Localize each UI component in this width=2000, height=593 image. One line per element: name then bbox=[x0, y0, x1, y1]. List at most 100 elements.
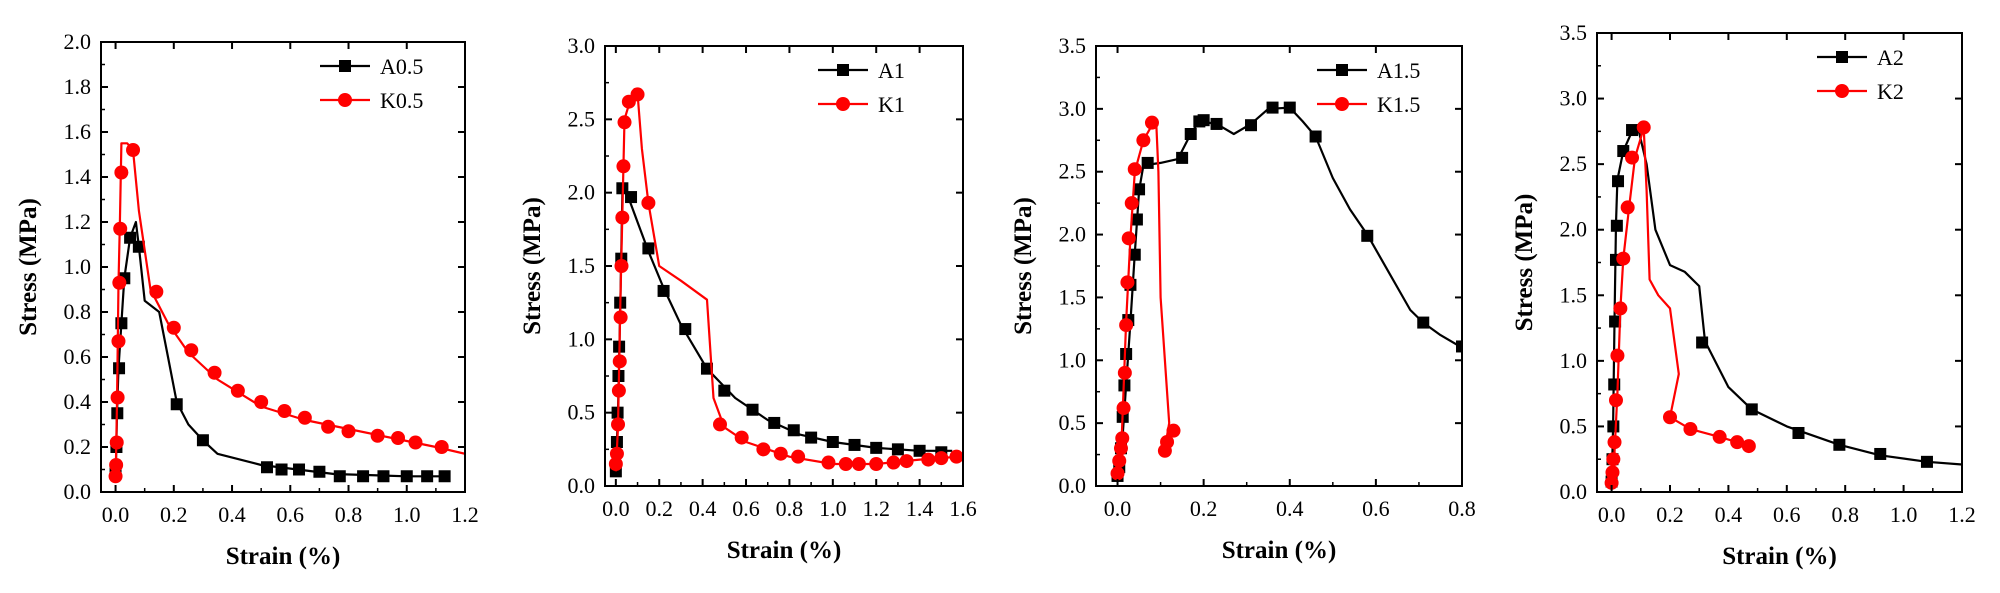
data-point-K1.5 bbox=[1117, 365, 1132, 380]
x-tick-label: 0.8 bbox=[335, 502, 363, 527]
data-point-A0.5 bbox=[196, 434, 209, 447]
y-tick-label: 0.2 bbox=[64, 434, 92, 459]
data-point-K2 bbox=[1625, 150, 1640, 165]
x-tick-label: 0.6 bbox=[1362, 496, 1390, 521]
x-tick-label: 1.2 bbox=[451, 502, 479, 527]
legend-label-K1.5: K1.5 bbox=[1377, 92, 1420, 117]
data-point-K2 bbox=[1730, 435, 1745, 450]
data-point-A2 bbox=[1833, 438, 1846, 451]
data-point-K0.5 bbox=[109, 435, 124, 450]
data-point-A2 bbox=[1610, 219, 1623, 232]
data-point-A2 bbox=[1607, 420, 1620, 433]
chart-panel-2: 0.0 0.2 0.4 0.6 0.8 1.0 1.2 1.4 1.6 0.0 0.5 1.0 1.5 2… bbox=[519, 33, 977, 564]
data-point-A1.5 bbox=[1361, 229, 1374, 242]
x-tick-label: 1.2 bbox=[1948, 502, 1976, 527]
data-point-K2 bbox=[1663, 410, 1677, 425]
data-point-A1.5 bbox=[1176, 151, 1189, 164]
data-point-K2 bbox=[1741, 439, 1756, 454]
data-point-A1 bbox=[848, 438, 861, 451]
x-tick-label: 0.4 bbox=[1276, 496, 1304, 521]
data-point-K1 bbox=[921, 452, 936, 467]
data-point-K1 bbox=[821, 455, 836, 470]
data-point-K1 bbox=[734, 430, 749, 445]
legend-label-A2: A2 bbox=[1877, 45, 1904, 70]
y-axis-title: Stress (MPa) bbox=[1010, 197, 1037, 335]
y-tick-label: 2.0 bbox=[1560, 217, 1588, 242]
data-point-K0.5 bbox=[112, 275, 127, 290]
y-tick-label: 0.0 bbox=[1560, 479, 1588, 504]
series-line-A1.5 bbox=[1116, 106, 1462, 480]
data-point-K0.5 bbox=[254, 395, 269, 409]
y-tick-label: 0.4 bbox=[64, 389, 92, 414]
data-point-A1.5 bbox=[1128, 248, 1141, 261]
data-point-A1 bbox=[913, 444, 926, 457]
data-point-K2 bbox=[1616, 251, 1631, 266]
data-point-K1 bbox=[838, 457, 853, 471]
x-tick-label: 0.6 bbox=[277, 502, 305, 527]
y-tick-label: 1.5 bbox=[1560, 282, 1588, 307]
series-line-A2 bbox=[1610, 126, 1962, 486]
data-point-K2 bbox=[1605, 465, 1620, 480]
data-point-A1.5 bbox=[1309, 130, 1322, 143]
data-point-K0.5 bbox=[109, 458, 124, 472]
y-tick-label: 3.5 bbox=[1560, 20, 1588, 45]
data-point-K1 bbox=[756, 442, 771, 457]
y-tick-label: 2.5 bbox=[568, 106, 596, 131]
data-point-K1.5 bbox=[1119, 318, 1134, 333]
y-tick-label: 1.0 bbox=[1560, 348, 1588, 373]
data-point-K1 bbox=[934, 451, 949, 466]
y-tick-label: 0.5 bbox=[1059, 410, 1087, 435]
data-point-K1.5 bbox=[1115, 431, 1130, 446]
y-tick-label: 3.0 bbox=[1059, 96, 1087, 121]
data-point-K1.5 bbox=[1124, 196, 1139, 211]
data-point-A0.5 bbox=[313, 465, 326, 478]
x-axis-title: Strain (%) bbox=[226, 543, 341, 570]
data-point-K1 bbox=[851, 457, 866, 471]
x-tick-label: 1.6 bbox=[949, 496, 977, 521]
data-point-K0.5 bbox=[391, 431, 406, 445]
legend-marker-A0.5 bbox=[339, 60, 351, 72]
data-point-A2 bbox=[1612, 175, 1625, 188]
x-tick-label: 1.0 bbox=[819, 496, 847, 521]
data-point-K1 bbox=[617, 115, 632, 130]
data-point-K1.5 bbox=[1136, 133, 1151, 148]
legend-marker-K1.5 bbox=[1335, 97, 1349, 111]
y-tick-label: 1.0 bbox=[64, 254, 92, 279]
x-axis-title: Strain (%) bbox=[1222, 537, 1337, 564]
data-point-K0.5 bbox=[297, 410, 312, 425]
data-point-A1.5 bbox=[1133, 183, 1146, 196]
x-tick-label: 0.6 bbox=[1773, 502, 1801, 527]
data-point-K1 bbox=[791, 449, 806, 464]
x-tick-label: 1.2 bbox=[862, 496, 890, 521]
y-tick-label: 2.0 bbox=[1059, 222, 1087, 247]
data-point-K1 bbox=[899, 454, 914, 469]
data-point-K0.5 bbox=[113, 221, 128, 236]
data-point-K1 bbox=[609, 446, 624, 461]
data-point-A2 bbox=[1792, 426, 1805, 439]
data-point-A0.5 bbox=[400, 470, 413, 483]
data-point-K1.5 bbox=[1160, 435, 1175, 449]
y-axis-title: Stress (MPa) bbox=[1511, 194, 1538, 332]
data-point-A1.5 bbox=[1266, 101, 1279, 114]
data-point-K0.5 bbox=[110, 390, 125, 405]
data-point-A0.5 bbox=[357, 470, 370, 483]
data-point-K1 bbox=[630, 87, 645, 102]
y-tick-label: 1.0 bbox=[1059, 347, 1087, 372]
plot-area bbox=[1604, 120, 1962, 490]
data-point-K2 bbox=[1604, 475, 1619, 490]
data-point-K0.5 bbox=[108, 469, 123, 484]
x-tick-label: 0.4 bbox=[218, 502, 246, 527]
data-point-K0.5 bbox=[111, 334, 126, 349]
plot-area bbox=[608, 87, 963, 478]
data-point-A1.5 bbox=[1197, 114, 1210, 127]
data-point-K1 bbox=[869, 457, 884, 471]
x-tick-label: 0.2 bbox=[160, 502, 188, 527]
data-point-K1 bbox=[608, 457, 623, 471]
y-tick-label: 3.5 bbox=[1059, 33, 1087, 58]
legend-label-A1.5: A1.5 bbox=[1377, 58, 1420, 83]
data-point-K1 bbox=[613, 310, 628, 325]
data-point-K2 bbox=[1613, 301, 1628, 316]
data-point-A2 bbox=[1626, 124, 1639, 137]
data-point-K2 bbox=[1712, 429, 1727, 444]
